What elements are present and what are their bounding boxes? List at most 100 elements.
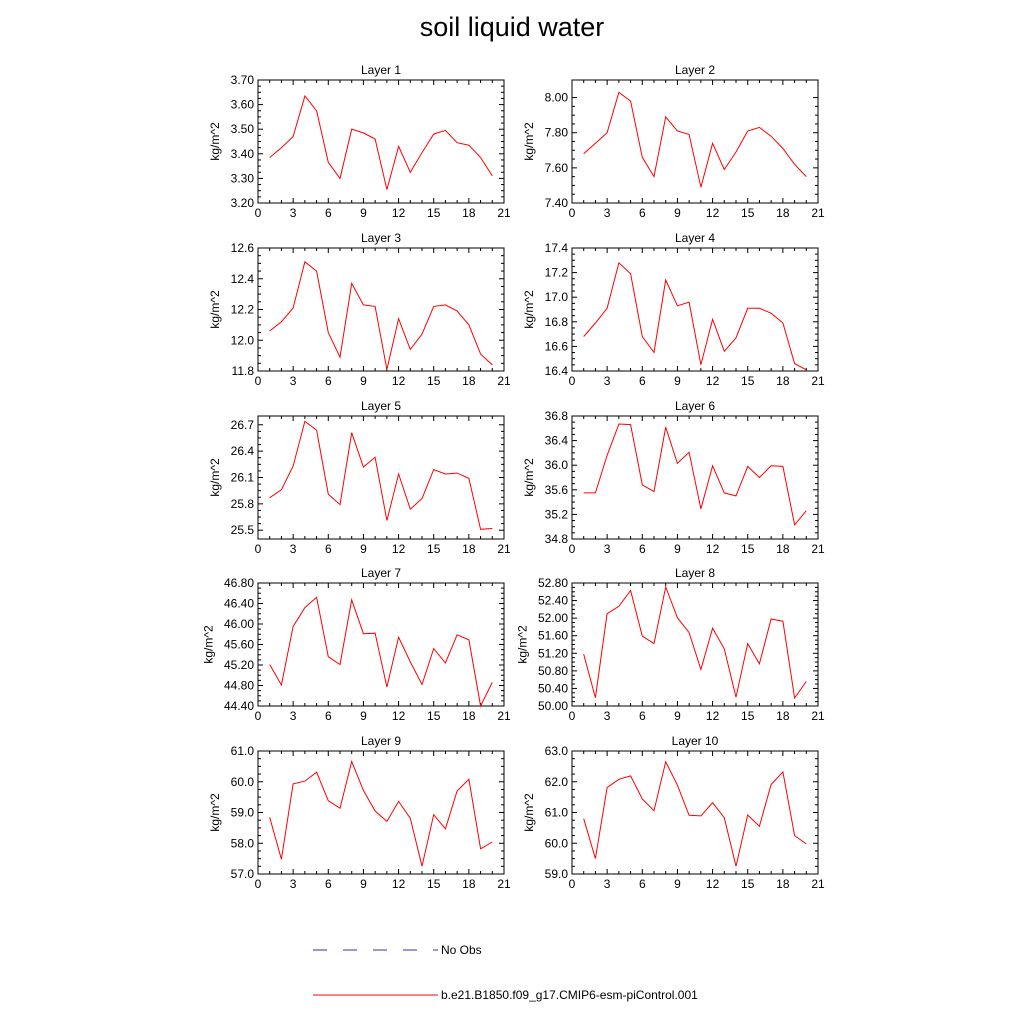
panel-title: Layer 7 xyxy=(361,566,401,580)
y-tick-label: 25.8 xyxy=(231,497,255,511)
y-tick-label: 52.00 xyxy=(538,611,568,625)
y-tick-label: 60.0 xyxy=(231,775,255,789)
y-tick-label: 46.40 xyxy=(224,597,254,611)
panel-title: Layer 8 xyxy=(675,566,715,580)
y-tick-label: 25.5 xyxy=(231,523,255,537)
y-tick-label: 12.0 xyxy=(231,333,255,347)
panel-title: Layer 2 xyxy=(675,63,715,77)
x-tick-label: 21 xyxy=(811,374,825,388)
x-tick-label: 9 xyxy=(674,709,681,723)
y-tick-label: 16.6 xyxy=(545,339,569,353)
x-tick-label: 15 xyxy=(741,374,755,388)
series-line xyxy=(269,596,493,708)
y-tick-label: 7.40 xyxy=(545,196,569,210)
y-tick-label: 17.2 xyxy=(545,266,569,280)
y-tick-label: 3.70 xyxy=(231,73,255,87)
x-tick-label: 15 xyxy=(741,877,755,891)
panel-title: Layer 4 xyxy=(675,231,715,245)
y-tick-label: 36.0 xyxy=(545,458,569,472)
y-tick-label: 12.6 xyxy=(231,241,255,255)
panel-title: Layer 5 xyxy=(361,399,401,413)
y-tick-label: 45.60 xyxy=(224,638,254,652)
legend: No Obs b.e21.B1850.f09_g17.CMIP6-esm-piC… xyxy=(313,943,698,1002)
x-tick-label: 21 xyxy=(497,709,511,723)
figure-title: soil liquid water xyxy=(419,12,605,42)
legend-model-label: b.e21.B1850.f09_g17.CMIP6-esm-piControl.… xyxy=(441,988,698,1002)
x-tick-label: 18 xyxy=(776,709,790,723)
x-tick-label: 21 xyxy=(811,206,825,220)
x-tick-label: 9 xyxy=(674,877,681,891)
panel-5: Layer 5 0 3 6 9 12 15 18 21 25.5 25.8 26.1 26.4 26.7 k… xyxy=(208,399,511,556)
y-tick-label: 12.2 xyxy=(231,303,255,317)
panel-title: Layer 1 xyxy=(361,63,401,77)
y-tick-label: 3.30 xyxy=(231,171,255,185)
x-tick-label: 15 xyxy=(741,542,755,556)
x-tick-label: 0 xyxy=(255,877,262,891)
y-tick-label: 52.40 xyxy=(538,594,568,608)
y-tick-label: 36.8 xyxy=(545,409,569,423)
x-tick-label: 18 xyxy=(462,206,476,220)
y-axis-label: kg/m^2 xyxy=(516,625,530,664)
legend-no-obs-label: No Obs xyxy=(441,943,482,957)
series-line xyxy=(269,94,493,190)
x-tick-label: 21 xyxy=(811,877,825,891)
panel-4: Layer 4 0 3 6 9 12 15 18 21 16.4 16.6 16.8 17.0 17.2 1… xyxy=(522,231,825,388)
y-tick-label: 3.20 xyxy=(231,196,255,210)
y-tick-label: 62.0 xyxy=(545,775,569,789)
x-tick-label: 9 xyxy=(674,542,681,556)
panel-frame xyxy=(571,750,819,875)
y-tick-label: 35.6 xyxy=(545,483,569,497)
x-tick-label: 12 xyxy=(706,374,720,388)
x-tick-label: 9 xyxy=(360,877,367,891)
x-tick-label: 15 xyxy=(427,542,441,556)
x-tick-label: 6 xyxy=(325,709,332,723)
x-tick-label: 6 xyxy=(639,877,646,891)
y-tick-label: 50.00 xyxy=(538,699,568,713)
x-tick-label: 6 xyxy=(639,542,646,556)
panel-frame xyxy=(571,582,819,707)
y-tick-label: 60.0 xyxy=(545,836,569,850)
x-tick-label: 18 xyxy=(462,877,476,891)
panel-1: Layer 1 0 3 6 9 12 15 18 21 3.20 3.30 3.40 3.50 3.60 3… xyxy=(208,63,511,220)
y-tick-label: 26.4 xyxy=(231,444,255,458)
panel-title: Layer 10 xyxy=(672,734,719,748)
y-tick-label: 35.2 xyxy=(545,507,569,521)
x-tick-label: 18 xyxy=(776,542,790,556)
y-tick-label: 3.40 xyxy=(231,147,255,161)
panel-7: Layer 7 0 3 6 9 12 15 18 21 44.40 44.80 45.20 45.60 4… xyxy=(202,566,511,723)
x-tick-label: 15 xyxy=(427,877,441,891)
x-tick-label: 18 xyxy=(776,877,790,891)
x-tick-label: 6 xyxy=(325,877,332,891)
panel-title: Layer 9 xyxy=(361,734,401,748)
x-tick-label: 0 xyxy=(569,542,576,556)
x-tick-label: 3 xyxy=(604,709,611,723)
x-tick-label: 6 xyxy=(639,374,646,388)
y-axis-label: kg/m^2 xyxy=(208,458,222,497)
x-tick-label: 12 xyxy=(706,206,720,220)
x-tick-label: 15 xyxy=(427,206,441,220)
panel-2: Layer 2 0 3 6 9 12 15 18 21 7.40 7.60 7.80 8.00 kg/m^… xyxy=(522,63,825,220)
x-tick-label: 6 xyxy=(639,709,646,723)
x-tick-label: 12 xyxy=(392,206,406,220)
x-tick-label: 12 xyxy=(706,542,720,556)
x-tick-label: 3 xyxy=(290,542,297,556)
x-tick-label: 0 xyxy=(569,709,576,723)
y-axis-label: kg/m^2 xyxy=(208,122,222,161)
x-tick-label: 9 xyxy=(674,206,681,220)
x-tick-label: 0 xyxy=(569,206,576,220)
x-tick-label: 21 xyxy=(497,542,511,556)
series-line xyxy=(583,585,807,700)
y-tick-label: 61.0 xyxy=(545,806,569,820)
x-tick-label: 3 xyxy=(604,877,611,891)
x-tick-label: 0 xyxy=(569,877,576,891)
x-tick-label: 0 xyxy=(255,374,262,388)
x-tick-label: 0 xyxy=(255,206,262,220)
panel-frame xyxy=(571,247,819,372)
y-tick-label: 26.1 xyxy=(231,471,255,485)
x-tick-label: 12 xyxy=(392,374,406,388)
x-tick-label: 9 xyxy=(360,542,367,556)
y-tick-label: 59.0 xyxy=(545,867,569,881)
y-axis-label: kg/m^2 xyxy=(522,793,536,832)
y-tick-label: 51.60 xyxy=(538,629,568,643)
x-tick-label: 6 xyxy=(325,206,332,220)
